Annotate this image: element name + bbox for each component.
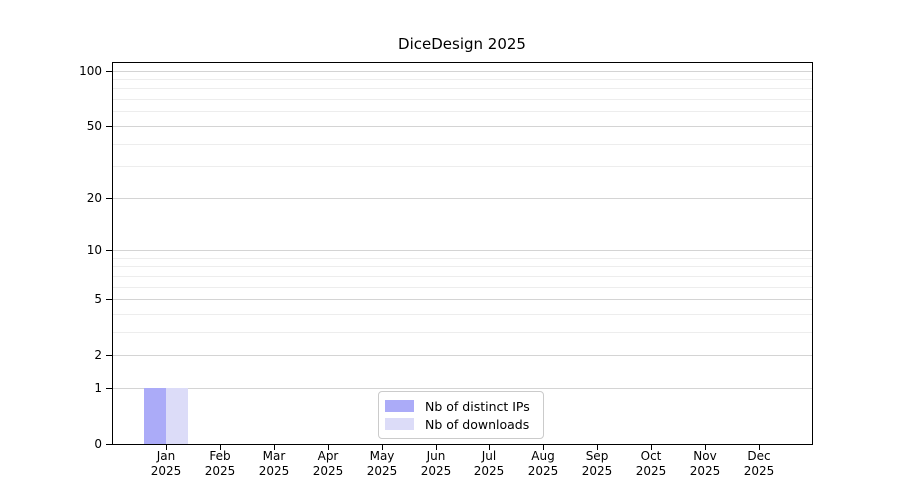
legend: Nb of distinct IPs Nb of downloads [378, 391, 544, 439]
x-tick-year: 2025 [420, 464, 452, 478]
x-tick-mark [651, 445, 652, 450]
y-tick-mark [106, 355, 112, 356]
x-tick-year: 2025 [258, 464, 290, 478]
gridline-minor [113, 276, 812, 277]
y-tick-mark [106, 299, 112, 300]
gridline-minor [113, 144, 812, 145]
x-tick-year: 2025 [312, 464, 344, 478]
x-tick-mark [382, 445, 383, 450]
x-tick-mark [166, 445, 167, 450]
x-tick-label: Feb 2025 [188, 449, 252, 479]
gridline-minor [113, 88, 812, 89]
y-tick-label: 10 [86, 243, 102, 257]
x-tick-year: 2025 [743, 464, 775, 478]
x-tick-year: 2025 [204, 464, 236, 478]
gridline-major [113, 299, 812, 300]
x-tick-label: Jan 2025 [134, 449, 198, 479]
y-tick-mark [106, 250, 112, 251]
x-tick-label: Sep 2025 [565, 449, 629, 479]
y-tick-mark [106, 388, 112, 389]
y-tick-label: 50 [86, 119, 102, 133]
x-tick-mark [328, 445, 329, 450]
x-tick-label: Jul 2025 [457, 449, 521, 479]
x-tick-month: Jun [426, 449, 446, 463]
y-tick-label: 20 [86, 191, 102, 205]
x-tick-month: Feb [209, 449, 231, 463]
y-tick-label: 100 [79, 64, 102, 78]
gridline-major [113, 126, 812, 127]
y-tick-mark [106, 126, 112, 127]
gridline-major [113, 388, 812, 389]
gridline-minor [113, 258, 812, 259]
x-tick-month: May [369, 449, 395, 463]
x-tick-mark [489, 445, 490, 450]
y-tick-mark [106, 71, 112, 72]
x-tick-month: Jan [156, 449, 176, 463]
y-tick-label: 5 [94, 292, 102, 306]
legend-entry: Nb of downloads [385, 415, 535, 433]
x-tick-month: Aug [531, 449, 555, 463]
x-tick-label: Aug 2025 [511, 449, 575, 479]
gridline-major [113, 355, 812, 356]
x-tick-month: Sep [585, 449, 609, 463]
legend-entry: Nb of distinct IPs [385, 397, 535, 415]
gridline-minor [113, 266, 812, 267]
bar-jan-series2 [166, 388, 188, 444]
gridline-major [113, 250, 812, 251]
y-tick-mark [106, 444, 112, 445]
x-tick-mark [543, 445, 544, 450]
y-tick-label: 2 [94, 348, 102, 362]
x-tick-year: 2025 [527, 464, 559, 478]
x-tick-month: Apr [317, 449, 339, 463]
legend-swatch [385, 418, 414, 430]
x-tick-label: Dec 2025 [727, 449, 791, 479]
y-tick-label: 0 [94, 437, 102, 451]
legend-label: Nb of downloads [425, 416, 530, 432]
x-tick-mark [597, 445, 598, 450]
x-tick-label: May 2025 [350, 449, 414, 479]
x-tick-mark [436, 445, 437, 450]
x-tick-label: Jun 2025 [404, 449, 468, 479]
gridline-minor [113, 314, 812, 315]
chart-title: DiceDesign 2025 [398, 35, 526, 53]
x-tick-label: Apr 2025 [296, 449, 360, 479]
gridline-minor [113, 99, 812, 100]
gridline-minor [113, 332, 812, 333]
x-tick-mark [705, 445, 706, 450]
x-tick-month: Nov [693, 449, 717, 463]
x-tick-mark [274, 445, 275, 450]
legend-label: Nb of distinct IPs [425, 398, 530, 414]
x-tick-mark [759, 445, 760, 450]
x-tick-year: 2025 [473, 464, 505, 478]
y-tick-mark [106, 198, 112, 199]
gridline-minor [113, 111, 812, 112]
x-tick-year: 2025 [366, 464, 398, 478]
plot-area: Nb of distinct IPs Nb of downloads [112, 62, 813, 445]
legend-swatch [385, 400, 414, 412]
x-tick-mark [220, 445, 221, 450]
x-tick-year: 2025 [581, 464, 613, 478]
x-tick-label: Nov 2025 [673, 449, 737, 479]
gridline-major [113, 198, 812, 199]
x-tick-month: Jul [481, 449, 497, 463]
gridline-minor [113, 166, 812, 167]
x-tick-month: Mar [262, 449, 286, 463]
x-tick-month: Oct [640, 449, 662, 463]
legend-entries: Nb of distinct IPs Nb of downloads [385, 397, 535, 433]
x-tick-year: 2025 [689, 464, 721, 478]
gridline-minor [113, 79, 812, 80]
x-tick-year: 2025 [635, 464, 667, 478]
x-tick-label: Mar 2025 [242, 449, 306, 479]
x-tick-year: 2025 [150, 464, 182, 478]
y-tick-label: 1 [94, 381, 102, 395]
x-tick-label: Oct 2025 [619, 449, 683, 479]
gridline-major [113, 71, 812, 72]
x-tick-month: Dec [747, 449, 771, 463]
gridline-minor [113, 287, 812, 288]
bar-jan-series1 [144, 388, 166, 444]
